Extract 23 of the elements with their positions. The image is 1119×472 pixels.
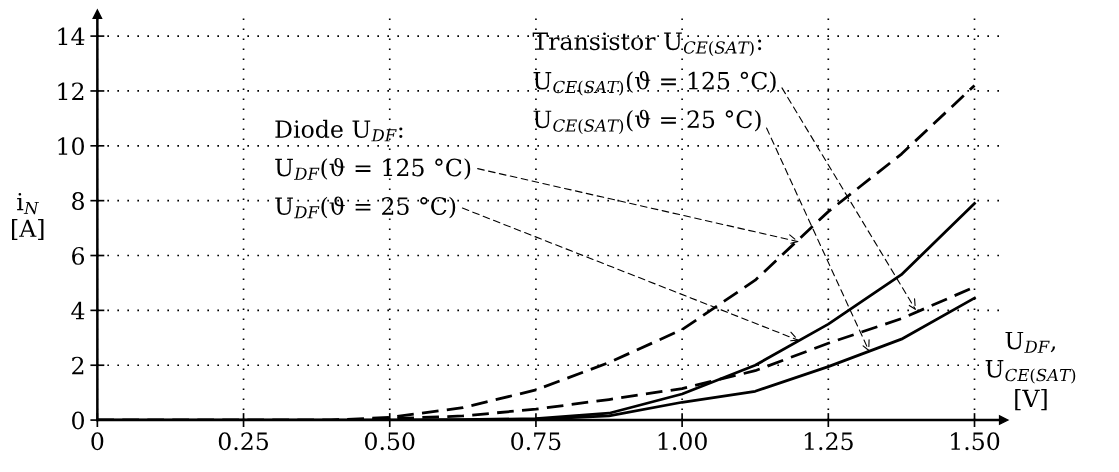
x-tick-label: 0.25 (218, 432, 269, 451)
x-tick-label: 1.00 (658, 432, 707, 451)
y-axis-title: i$_{N}$ [A] (12, 192, 44, 240)
annotation: U$_{DF}$(ϑ = 25 °C) (275, 196, 456, 219)
y-tick-label: 8 (72, 192, 84, 210)
x-tick-label: 0.50 (365, 432, 415, 451)
x-tick-label: 0 (91, 432, 104, 451)
y-tick-label: 0 (72, 411, 84, 430)
y-tick-label: 10 (58, 137, 84, 156)
annotation: Diode U$_{DF}$: (275, 119, 403, 142)
y-tick-label: 12 (58, 82, 84, 100)
x-tick-label: 1.50 (951, 432, 1000, 451)
annotation: U$_{CE(SAT)}$(ϑ = 25 °C) (533, 109, 761, 135)
x-tick-label: 0.75 (511, 432, 561, 451)
text: U$_{DF}$, U$_{CE(SAT)}$ [V] (985, 331, 1076, 411)
y-tick-label: 2 (72, 356, 84, 375)
y-tick-label: 14 (58, 27, 85, 46)
y-tick-label: 4 (71, 301, 85, 320)
annotation: U$_{DF}$(ϑ = 125 °C) (275, 157, 471, 180)
annotation: U$_{CE(SAT)}$(ϑ = 125 °C) (533, 71, 776, 96)
annotation: Transistor U$_{CE(SAT)}$: (532, 32, 762, 57)
y-tick-label: 6 (72, 246, 85, 265)
x-tick-label: 1.25 (804, 432, 853, 451)
